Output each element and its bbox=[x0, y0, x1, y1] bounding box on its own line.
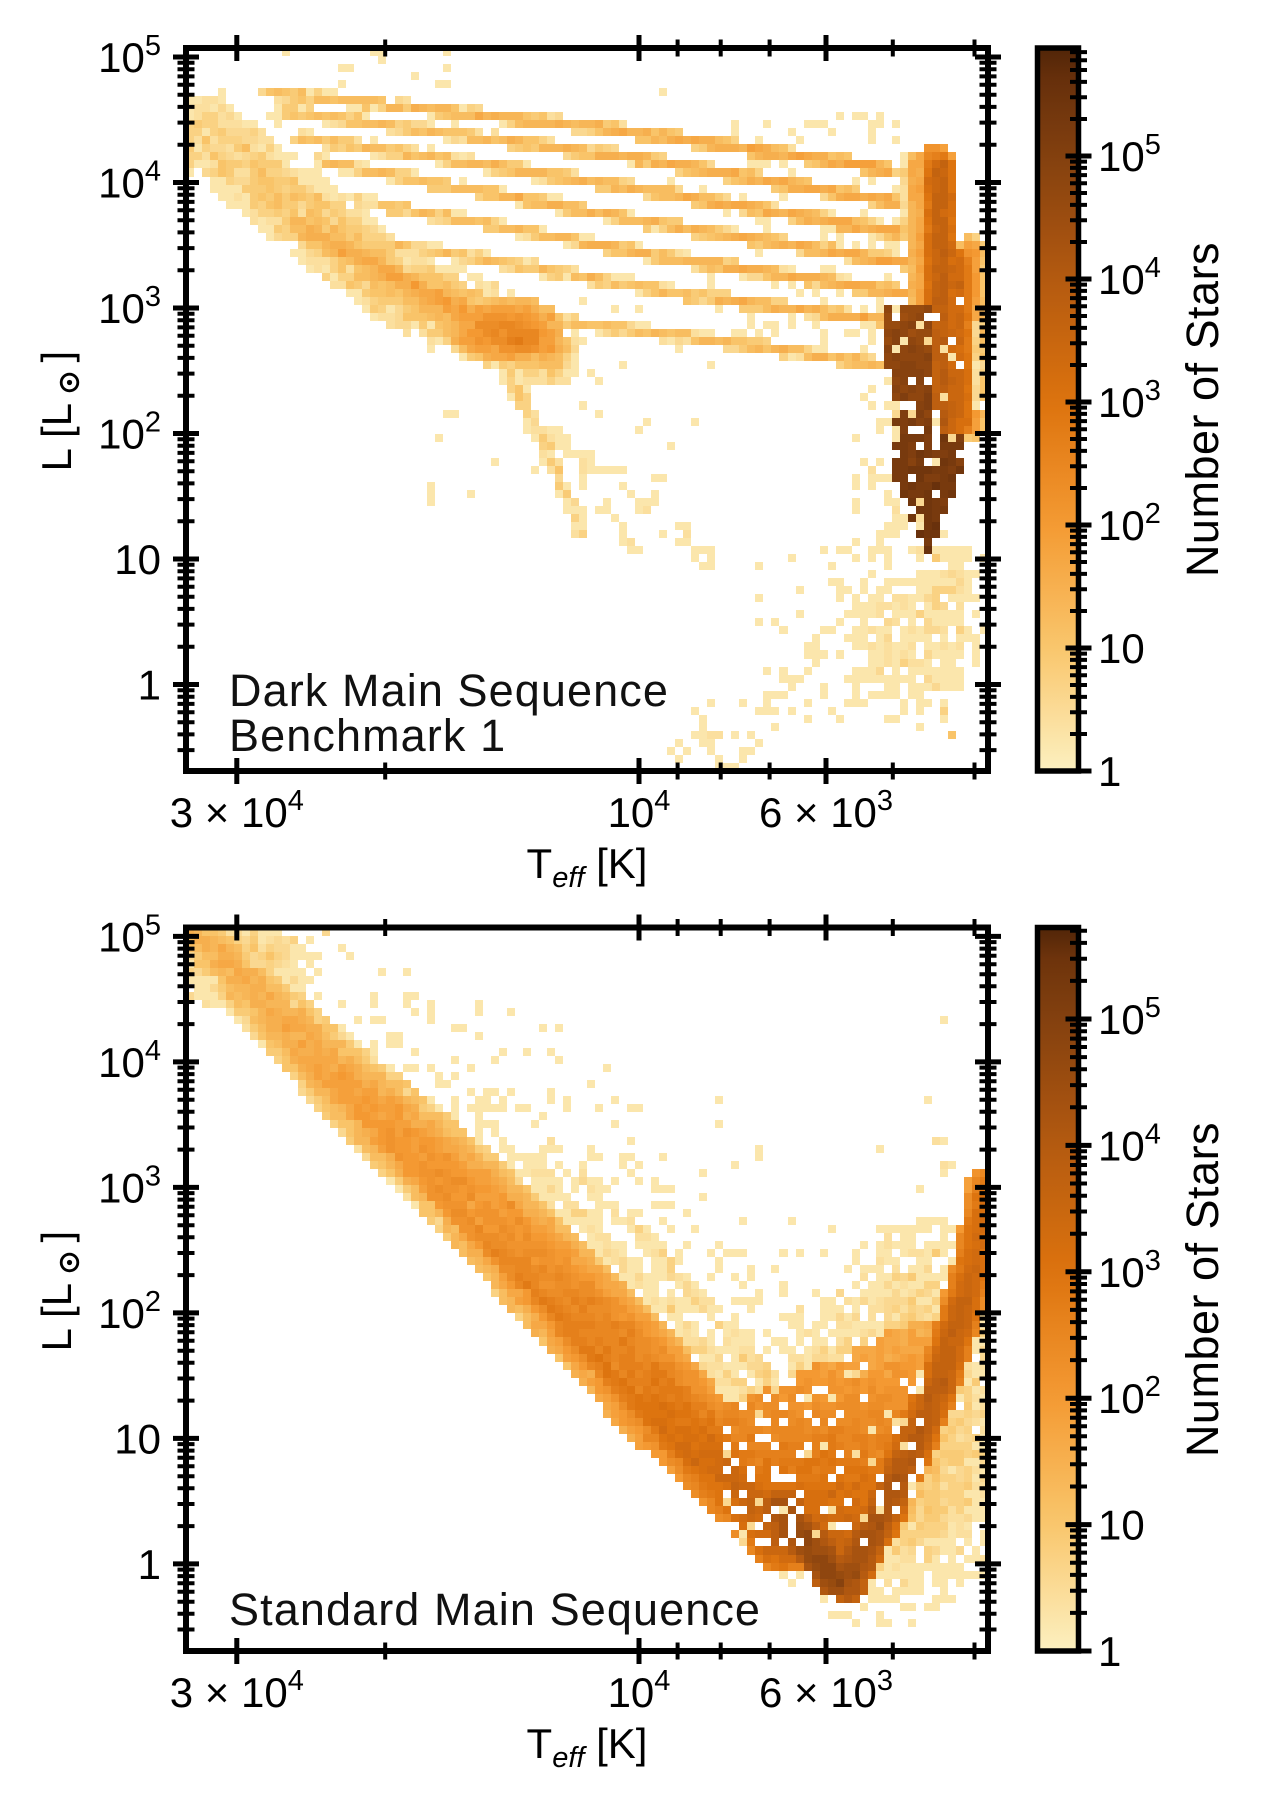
svg-text:L [L: L [L bbox=[33, 1283, 80, 1352]
svg-text:Benchmark 1: Benchmark 1 bbox=[229, 710, 506, 761]
svg-text:105: 105 bbox=[98, 909, 161, 960]
svg-text:6 × 103: 6 × 103 bbox=[759, 785, 893, 836]
svg-text:3 × 104: 3 × 104 bbox=[170, 785, 304, 836]
svg-text:10: 10 bbox=[1098, 625, 1145, 672]
svg-text:10: 10 bbox=[114, 536, 161, 583]
svg-text:Dark Main Sequence: Dark Main Sequence bbox=[229, 665, 669, 716]
svg-text:1: 1 bbox=[1098, 1628, 1121, 1675]
svg-text:Standard Main Sequence: Standard Main Sequence bbox=[229, 1584, 761, 1635]
svg-text:Teff [K]: Teff [K] bbox=[527, 840, 648, 894]
svg-text:L [L: L [L bbox=[33, 403, 80, 472]
svg-text:3 × 104: 3 × 104 bbox=[170, 1665, 304, 1716]
svg-text:1: 1 bbox=[1098, 748, 1121, 795]
svg-text:Teff [K]: Teff [K] bbox=[527, 1720, 648, 1774]
svg-text:]: ] bbox=[33, 1231, 80, 1243]
svg-text:Number of Stars: Number of Stars bbox=[1177, 242, 1228, 577]
svg-text:Number of Stars: Number of Stars bbox=[1177, 1122, 1228, 1457]
svg-text:10: 10 bbox=[1098, 1502, 1145, 1549]
svg-text:1: 1 bbox=[138, 662, 161, 709]
svg-text:10: 10 bbox=[114, 1415, 161, 1462]
svg-text:1: 1 bbox=[138, 1541, 161, 1588]
svg-text:103: 103 bbox=[1098, 1245, 1161, 1296]
svg-text:]: ] bbox=[33, 351, 80, 363]
svg-text:102: 102 bbox=[1098, 498, 1161, 549]
svg-text:6 × 103: 6 × 103 bbox=[759, 1665, 893, 1716]
